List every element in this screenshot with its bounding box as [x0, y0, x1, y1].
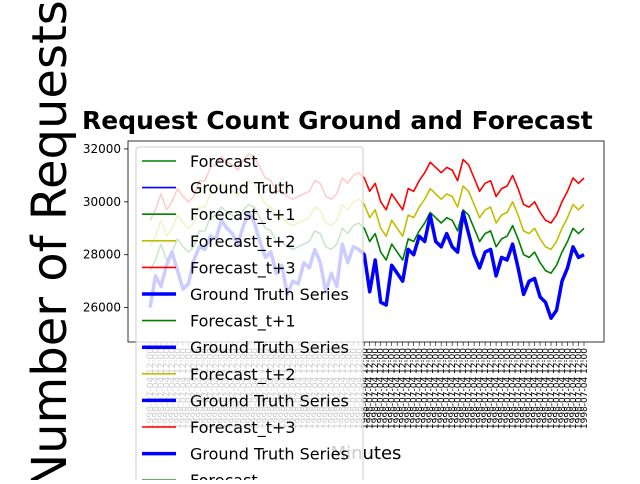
x-tick-label: 1998-07-04 12:00	[399, 348, 409, 429]
y-tick-label: 30000	[83, 195, 121, 209]
x-tick-label: 1998-07-04 12:00	[476, 348, 486, 429]
legend-label: Forecast_t+1	[190, 312, 296, 332]
x-tick-label: 1998-07-04 12:00	[564, 348, 574, 429]
x-tick-label: 1998-07-04 12:00	[558, 348, 568, 429]
x-tick-label: 1998-07-04 12:00	[509, 348, 519, 429]
legend-label: Forecast	[190, 152, 258, 171]
legend-box	[135, 146, 364, 484]
x-tick-label: 1998-07-04 12:00	[454, 348, 464, 429]
legend-label: Forecast_t+3	[190, 418, 296, 438]
x-tick-label: 1998-07-04 12:00	[382, 348, 392, 429]
x-tick-label: 1998-07-04 12:00	[569, 348, 579, 429]
x-tick-label: 1998-07-04 12:00	[465, 348, 475, 429]
x-tick-label: 1998-07-04 12:00	[481, 348, 491, 429]
x-tick-label: 1998-07-04 12:00	[415, 348, 425, 429]
x-tick-label: 1998-07-04 12:00	[404, 348, 414, 429]
y-tick-label: 26000	[83, 301, 121, 315]
x-tick-label: 1998-07-04 12:00	[366, 348, 376, 429]
y-axis-label: Number of Requests	[22, 0, 78, 480]
y-tick-label: 28000	[83, 248, 121, 262]
x-tick-label: 1998-07-04 12:00	[421, 348, 431, 429]
chart-title: Request Count Ground and Forecast	[82, 106, 593, 135]
y-tick-label: 32000	[83, 142, 121, 156]
x-tick-label: 1998-07-04 12:00	[459, 348, 469, 429]
y-axis-ticks: 26000 28000 30000 32000	[83, 142, 128, 315]
x-tick-label: 1998-07-04 12:00	[377, 348, 387, 429]
legend-label: Ground Truth Series	[190, 445, 349, 464]
x-tick-label: 1998-07-04 12:00	[520, 348, 530, 429]
legend-label: Forecast	[190, 471, 258, 480]
legend-label: Forecast_t+2	[190, 365, 296, 385]
x-tick-label: 1998-07-04 12:00	[547, 348, 557, 429]
legend: Forecast Ground Truth Forecast_t+1 Forecast…	[135, 146, 364, 484]
x-tick-label: 1998-07-04 12:00	[426, 348, 436, 429]
x-tick-label: 1998-07-04 12:00	[514, 348, 524, 429]
legend-label: Forecast_t+2	[190, 232, 296, 252]
x-tick-label: 1998-07-04 12:00	[531, 348, 541, 429]
legend-label: Ground Truth	[190, 179, 295, 198]
x-tick-label: 1998-07-04 12:00	[542, 348, 552, 429]
x-tick-label: 1998-07-04 12:00	[580, 348, 590, 429]
x-tick-label: 1998-07-04 12:00	[575, 348, 585, 429]
legend-label: Ground Truth Series	[190, 391, 349, 410]
x-tick-label: 1998-07-04 12:00	[388, 348, 398, 429]
x-tick-label: 1998-07-04 12:00	[443, 348, 453, 429]
x-tick-label: 1998-07-04 12:00	[360, 348, 370, 429]
x-tick-label: 1998-07-04 12:00	[410, 348, 420, 429]
x-tick-label: 1998-07-04 12:00	[492, 348, 502, 429]
x-tick-label: 1998-07-04 12:00	[470, 348, 480, 429]
x-tick-label: 1998-07-04 12:00	[525, 348, 535, 429]
legend-label: Forecast_t+3	[190, 258, 296, 278]
x-tick-label: 1998-07-04 12:00	[498, 348, 508, 429]
x-tick-label: 1998-07-04 12:00	[503, 348, 513, 429]
x-tick-label: 1998-07-04 12:00	[371, 348, 381, 429]
x-tick-label: 1998-07-04 12:00	[437, 348, 447, 429]
legend-label: Ground Truth Series	[190, 285, 349, 304]
x-tick-label: 1998-07-04 12:00	[448, 348, 458, 429]
x-tick-label: 1998-07-04 12:00	[536, 348, 546, 429]
legend-label: Forecast_t+1	[190, 205, 296, 225]
x-tick-label: 1998-07-04 12:00	[393, 348, 403, 429]
x-tick-label: 1998-07-04 12:00	[487, 348, 497, 429]
x-tick-label: 1998-07-04 12:00	[432, 348, 442, 429]
legend-label: Ground Truth Series	[190, 338, 349, 357]
x-tick-label: 1998-07-04 12:00	[553, 348, 563, 429]
axes-frame	[127, 140, 605, 343]
